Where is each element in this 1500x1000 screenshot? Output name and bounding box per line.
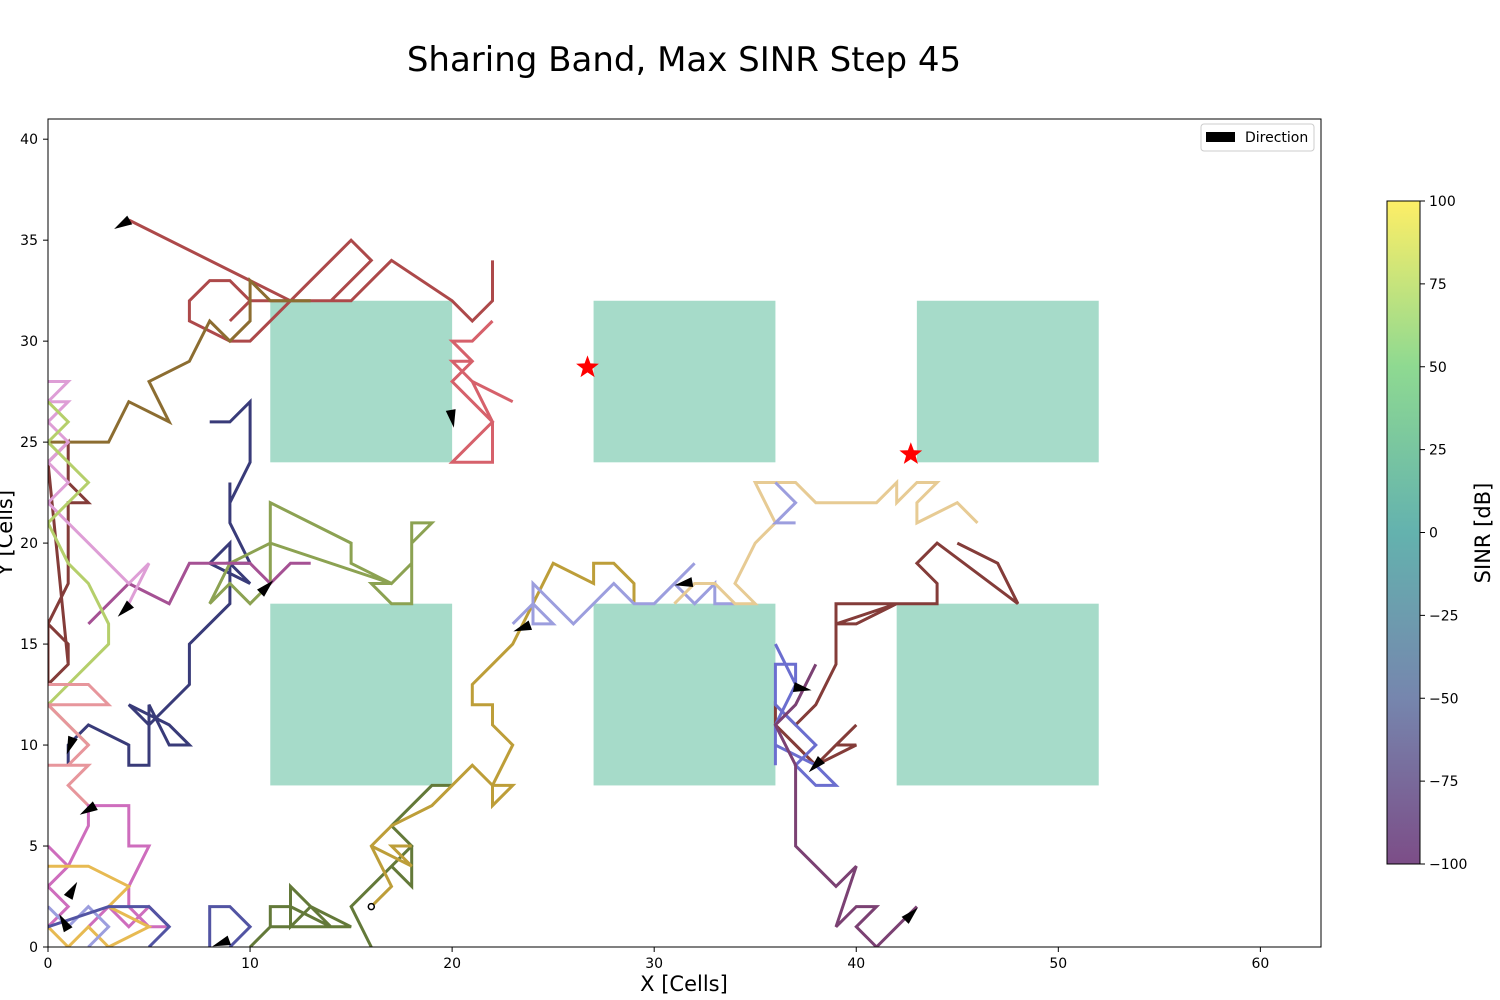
trajectory-start-dot bbox=[367, 902, 376, 911]
direction-arrow bbox=[674, 577, 694, 588]
plot-area bbox=[48, 119, 1321, 947]
x-axis-ticks: 0 10 20 30 40 50 60 bbox=[44, 947, 1269, 972]
direction-arrow bbox=[792, 682, 812, 693]
trajectory-line bbox=[48, 400, 111, 747]
colorbar-tick-label: −75 bbox=[1429, 774, 1459, 790]
legend-direction-swatch bbox=[1206, 132, 1235, 142]
direction-arrow bbox=[117, 600, 134, 617]
trajectory-line bbox=[673, 478, 979, 606]
x-tick-label: 40 bbox=[847, 956, 865, 972]
trajectory-line bbox=[370, 844, 413, 868]
direction-arrow bbox=[114, 215, 133, 229]
trajectory-line bbox=[771, 481, 798, 525]
trajectory-line bbox=[48, 380, 151, 605]
direction-arrow-layer bbox=[59, 215, 918, 947]
obstacle-block bbox=[896, 603, 1099, 786]
y-axis-label: Y [Cells] bbox=[0, 490, 17, 577]
trajectory-line bbox=[48, 844, 71, 928]
colorbar-tick-label: 50 bbox=[1429, 360, 1447, 376]
trajectory-line bbox=[390, 846, 414, 891]
y-axis-ticks: 0 5 10 15 20 25 30 35 40 bbox=[20, 132, 48, 956]
trajectory-line bbox=[48, 864, 153, 947]
y-tick-label: 30 bbox=[20, 334, 38, 350]
direction-arrow bbox=[901, 907, 918, 924]
base-station-star bbox=[899, 442, 923, 464]
trajectory-line bbox=[511, 562, 735, 627]
trajectory-line bbox=[66, 398, 253, 767]
plot-frame bbox=[47, 118, 1322, 948]
obstacle-block bbox=[593, 300, 776, 463]
trajectory-line bbox=[208, 905, 253, 947]
direction-arrow bbox=[79, 801, 98, 815]
colorbar-gradient bbox=[1387, 201, 1420, 864]
y-tick-label: 35 bbox=[20, 233, 38, 249]
trajectory-line bbox=[773, 541, 1020, 768]
x-tick-label: 30 bbox=[645, 956, 663, 972]
colorbar-tick-label: 0 bbox=[1429, 526, 1438, 542]
obstacle-block bbox=[270, 300, 453, 463]
x-tick-label: 0 bbox=[44, 956, 53, 972]
direction-arrow bbox=[808, 756, 825, 773]
y-tick-label: 40 bbox=[20, 132, 38, 148]
trajectory-line bbox=[249, 882, 352, 947]
direction-arrow bbox=[66, 735, 78, 755]
direction-arrow bbox=[63, 881, 78, 900]
obstacle-block bbox=[916, 300, 1099, 463]
colorbar-tick-label: 25 bbox=[1429, 443, 1447, 459]
colorbar-tick-label: −100 bbox=[1429, 857, 1467, 873]
y-tick-label: 10 bbox=[20, 738, 38, 754]
colorbar-ticks: 100 75 50 25 0 −25 −50 −75 −100 bbox=[1420, 194, 1467, 873]
y-tick-label: 5 bbox=[29, 839, 38, 855]
x-tick-label: 50 bbox=[1049, 956, 1067, 972]
obstacle-block bbox=[593, 603, 776, 786]
direction-arrow bbox=[257, 580, 274, 597]
trajectory-layer bbox=[48, 218, 1020, 947]
direction-arrow bbox=[59, 914, 73, 933]
x-tick-label: 20 bbox=[443, 956, 461, 972]
colorbar-tick-label: 75 bbox=[1429, 277, 1447, 293]
chart-title: Sharing Band, Max SINR Step 45 bbox=[407, 40, 961, 80]
colorbar-tick-label: −50 bbox=[1429, 691, 1459, 707]
legend-direction-label: Direction bbox=[1245, 130, 1308, 146]
colorbar-tick-label: 100 bbox=[1429, 194, 1456, 210]
obstacle-block bbox=[270, 603, 453, 786]
base-station-star bbox=[576, 355, 599, 378]
trajectory-line bbox=[448, 319, 514, 464]
trajectory-line bbox=[87, 561, 311, 625]
direction-arrow bbox=[212, 935, 232, 947]
colorbar-label: SINR [dB] bbox=[1471, 483, 1495, 584]
legend: Direction bbox=[1200, 123, 1315, 152]
trajectory-line bbox=[349, 783, 453, 947]
trajectory-line bbox=[48, 905, 172, 947]
obstacle-layer bbox=[270, 300, 1099, 786]
trajectory-line bbox=[128, 218, 494, 343]
trajectory-line bbox=[48, 276, 311, 444]
x-axis-label: X [Cells] bbox=[640, 972, 728, 996]
x-tick-label: 60 bbox=[1251, 956, 1269, 972]
direction-arrow bbox=[445, 409, 456, 428]
colorbar: 100 75 50 25 0 −25 −50 −75 −100 SINR [dB] bbox=[1386, 194, 1495, 873]
y-tick-label: 20 bbox=[20, 536, 38, 552]
y-tick-label: 25 bbox=[20, 435, 38, 451]
trajectory-line bbox=[48, 683, 113, 807]
legend-box bbox=[1200, 123, 1315, 152]
direction-arrow bbox=[513, 620, 533, 632]
y-tick-label: 0 bbox=[29, 940, 38, 956]
trajectory-line bbox=[369, 561, 636, 908]
trajectory-line bbox=[773, 663, 918, 947]
x-tick-label: 10 bbox=[241, 956, 259, 972]
base-station-layer bbox=[576, 355, 923, 464]
trajectory-line bbox=[208, 500, 436, 606]
y-tick-label: 15 bbox=[20, 637, 38, 653]
colorbar-tick-label: −25 bbox=[1429, 608, 1459, 624]
